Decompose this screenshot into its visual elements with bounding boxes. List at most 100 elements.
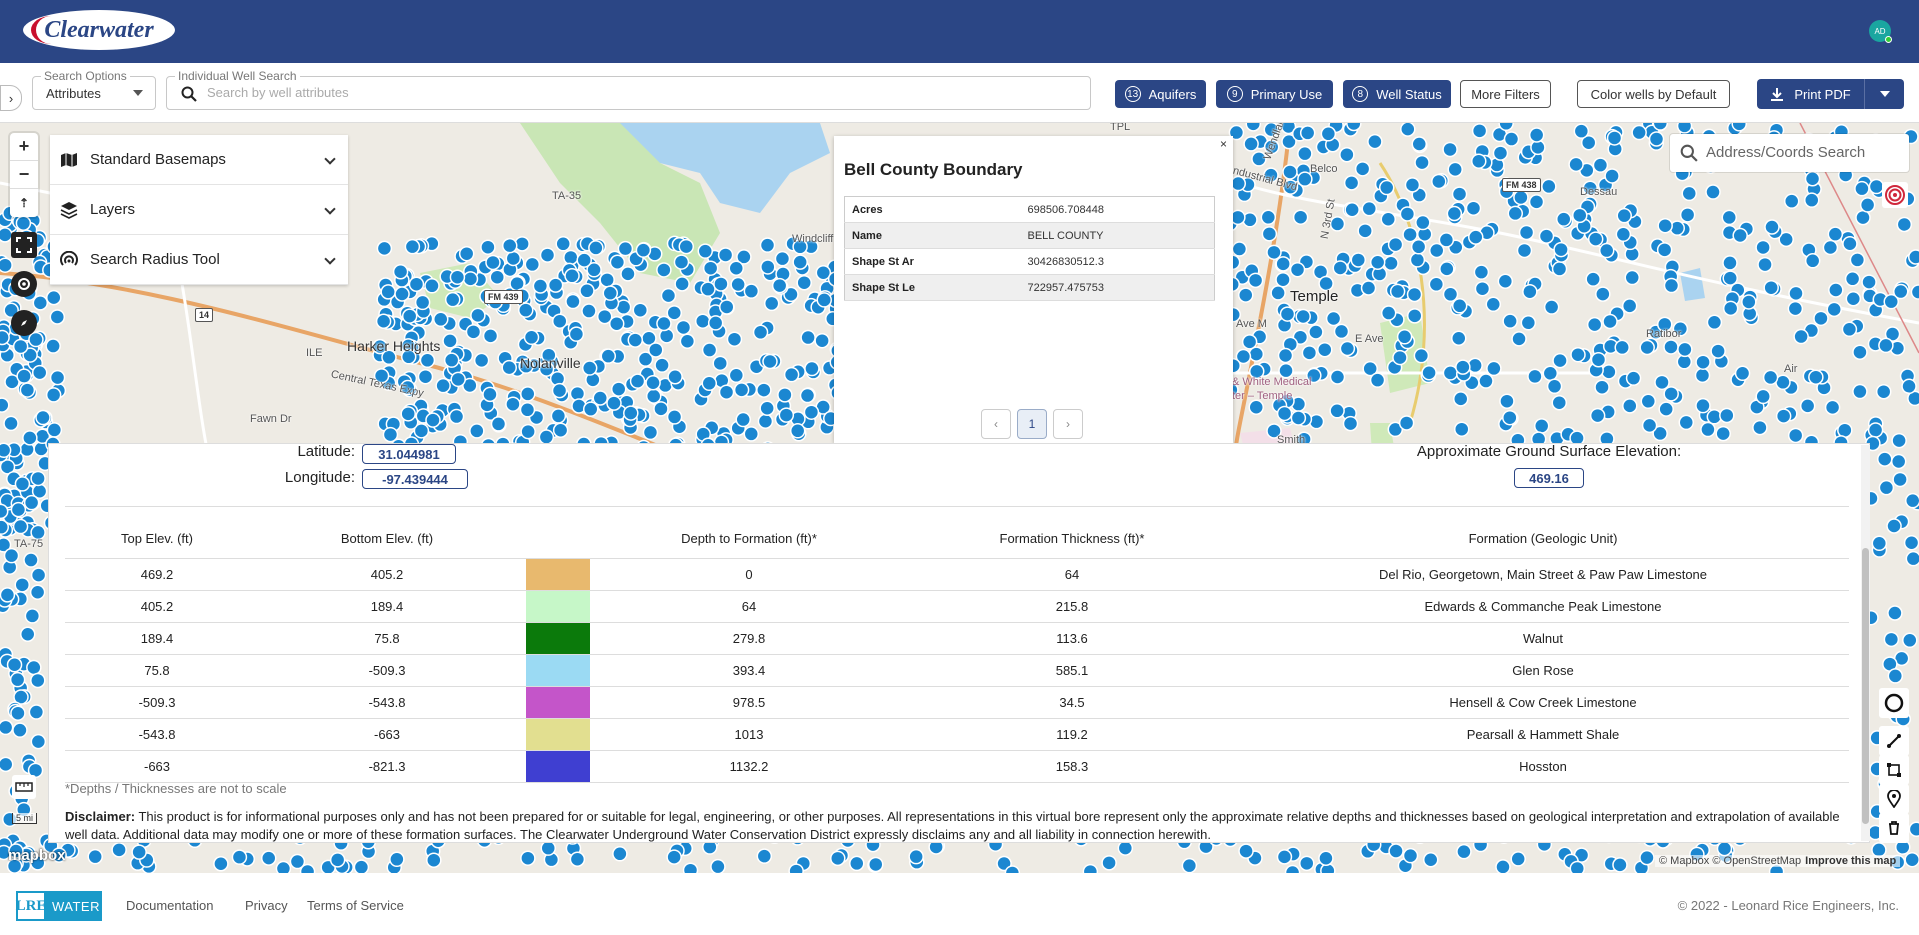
well-marker[interactable] <box>1369 372 1386 388</box>
well-marker[interactable] <box>373 368 390 384</box>
well-marker[interactable] <box>12 722 28 738</box>
well-marker[interactable] <box>1329 403 1345 419</box>
compass-button[interactable] <box>9 308 39 338</box>
more-filters-button[interactable]: More Filters <box>1460 80 1551 108</box>
well-marker[interactable] <box>1451 298 1468 314</box>
well-marker[interactable] <box>799 387 816 404</box>
well-marker[interactable] <box>726 331 743 347</box>
well-marker[interactable] <box>444 291 461 308</box>
well-marker[interactable] <box>1569 860 1586 873</box>
well-marker[interactable] <box>637 351 654 367</box>
well-marker[interactable] <box>1428 276 1445 293</box>
well-marker[interactable] <box>673 254 690 270</box>
well-marker[interactable] <box>1663 386 1679 402</box>
well-marker[interactable] <box>1439 261 1455 277</box>
expand-sidebar-button[interactable]: › <box>0 85 22 111</box>
well-marker[interactable] <box>1783 193 1800 209</box>
well-marker[interactable] <box>376 240 393 257</box>
well-marker[interactable] <box>1241 334 1258 350</box>
well-marker[interactable] <box>1652 123 1669 131</box>
well-marker[interactable] <box>22 430 38 446</box>
well-marker[interactable] <box>1598 242 1615 259</box>
well-marker[interactable] <box>1828 282 1844 298</box>
well-marker[interactable] <box>728 260 745 276</box>
well-marker[interactable] <box>1301 345 1318 361</box>
well-marker[interactable] <box>1282 179 1299 195</box>
well-marker[interactable] <box>1871 535 1888 552</box>
well-marker[interactable] <box>1656 242 1673 258</box>
well-marker[interactable] <box>815 264 832 281</box>
well-marker[interactable] <box>1438 232 1455 248</box>
well-marker[interactable] <box>1278 362 1294 379</box>
well-marker[interactable] <box>642 424 659 441</box>
well-marker[interactable] <box>1788 285 1804 302</box>
well-marker[interactable] <box>1357 223 1373 239</box>
well-marker[interactable] <box>1845 291 1862 307</box>
well-marker[interactable] <box>15 215 32 231</box>
well-marker[interactable] <box>1497 273 1514 290</box>
well-marker[interactable] <box>1399 206 1416 222</box>
well-marker[interactable] <box>743 283 760 299</box>
well-marker[interactable] <box>675 319 692 336</box>
well-marker[interactable] <box>1648 131 1665 147</box>
well-marker[interactable] <box>443 352 460 368</box>
well-marker[interactable] <box>1542 365 1559 382</box>
well-marker[interactable] <box>462 271 479 287</box>
well-marker[interactable] <box>682 862 699 873</box>
well-marker[interactable] <box>372 338 388 355</box>
well-marker[interactable] <box>743 426 760 442</box>
well-marker[interactable] <box>1453 421 1470 437</box>
well-marker[interactable] <box>1672 321 1689 337</box>
well-marker[interactable] <box>1887 668 1904 684</box>
well-marker[interactable] <box>87 848 103 865</box>
well-marker[interactable] <box>674 276 690 292</box>
well-marker[interactable] <box>581 360 598 376</box>
well-marker[interactable] <box>620 266 636 282</box>
well-marker[interactable] <box>762 353 778 370</box>
well-marker[interactable] <box>788 863 804 873</box>
well-marker[interactable] <box>1641 417 1658 434</box>
well-marker[interactable] <box>1451 330 1467 346</box>
well-marker[interactable] <box>1905 550 1919 567</box>
well-marker[interactable] <box>1624 269 1640 286</box>
well-marker[interactable] <box>417 368 434 385</box>
well-marker[interactable] <box>1471 123 1488 139</box>
well-marker[interactable] <box>13 689 29 705</box>
pager-prev-button[interactable]: ‹ <box>981 409 1011 439</box>
well-marker[interactable] <box>1528 127 1545 143</box>
well-marker[interactable] <box>505 250 522 267</box>
well-marker[interactable] <box>1764 219 1780 235</box>
well-marker[interactable] <box>1878 337 1894 354</box>
well-marker[interactable] <box>1663 277 1680 294</box>
well-status-filter-button[interactable]: 8 Well Status <box>1343 80 1451 108</box>
well-marker[interactable] <box>505 396 521 412</box>
well-marker[interactable] <box>678 238 695 255</box>
well-marker[interactable] <box>1290 410 1307 426</box>
well-marker[interactable] <box>30 567 47 583</box>
well-marker[interactable] <box>501 237 518 254</box>
well-marker[interactable] <box>400 406 416 422</box>
well-marker[interactable] <box>49 369 66 386</box>
well-marker[interactable] <box>0 329 10 346</box>
well-marker[interactable] <box>1902 632 1918 649</box>
well-marker[interactable] <box>1442 141 1458 158</box>
well-marker[interactable] <box>1346 123 1362 132</box>
well-marker[interactable] <box>778 407 795 423</box>
zoom-out-button[interactable]: − <box>10 161 38 189</box>
well-marker[interactable] <box>1492 145 1509 161</box>
well-marker[interactable] <box>576 252 592 268</box>
well-marker[interactable] <box>1398 415 1415 431</box>
well-marker[interactable] <box>547 277 564 293</box>
well-marker[interactable] <box>0 519 9 535</box>
draw-point-button[interactable] <box>1879 784 1909 814</box>
well-marker[interactable] <box>599 272 615 288</box>
well-marker[interactable] <box>679 333 696 349</box>
well-marker[interactable] <box>1456 843 1472 860</box>
well-marker[interactable] <box>1266 244 1282 261</box>
well-marker[interactable] <box>1555 211 1572 227</box>
well-marker[interactable] <box>1317 341 1333 358</box>
well-marker[interactable] <box>16 368 32 384</box>
well-marker[interactable] <box>1855 209 1871 226</box>
well-marker[interactable] <box>1275 256 1291 272</box>
well-marker[interactable] <box>399 379 416 396</box>
